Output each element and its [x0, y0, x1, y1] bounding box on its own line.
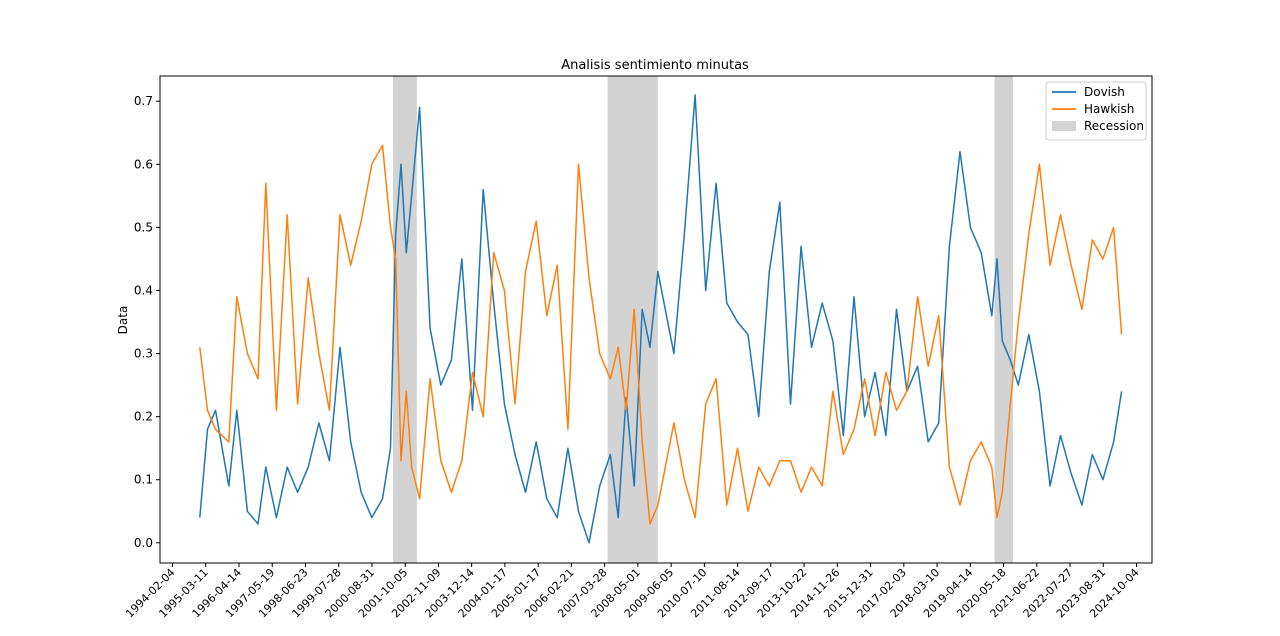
legend-label-recession: Recession — [1084, 119, 1144, 133]
y-tick-label: 0.1 — [134, 473, 153, 487]
legend-label-hawkish: Hawkish — [1084, 102, 1134, 116]
y-axis-label: Data — [116, 306, 130, 335]
y-tick-label: 0.5 — [134, 220, 153, 234]
series-line-dovish — [199, 94, 1123, 544]
series-line-hawkish — [199, 144, 1123, 525]
y-axis: 0.0 0.1 0.2 0.3 0.4 0.5 0.6 0.7 — [134, 94, 160, 550]
y-tick-label: 0.3 — [134, 347, 153, 361]
chart-title: Analisis sentimiento minutas — [561, 58, 749, 73]
legend: Dovish Hawkish Recession — [1045, 81, 1147, 141]
y-tick-label: 0.0 — [134, 536, 153, 550]
y-tick-label: 0.6 — [134, 157, 153, 171]
recession-band-3 — [994, 76, 1013, 563]
y-tick-label: 0.7 — [134, 94, 153, 108]
series-lines — [199, 94, 1123, 544]
legend-label-dovish: Dovish — [1084, 85, 1125, 99]
plot-frame — [159, 75, 1153, 564]
y-tick-label: 0.2 — [134, 410, 153, 424]
y-tick-label: 0.4 — [134, 283, 153, 297]
legend-swatch-recession — [1052, 121, 1076, 131]
